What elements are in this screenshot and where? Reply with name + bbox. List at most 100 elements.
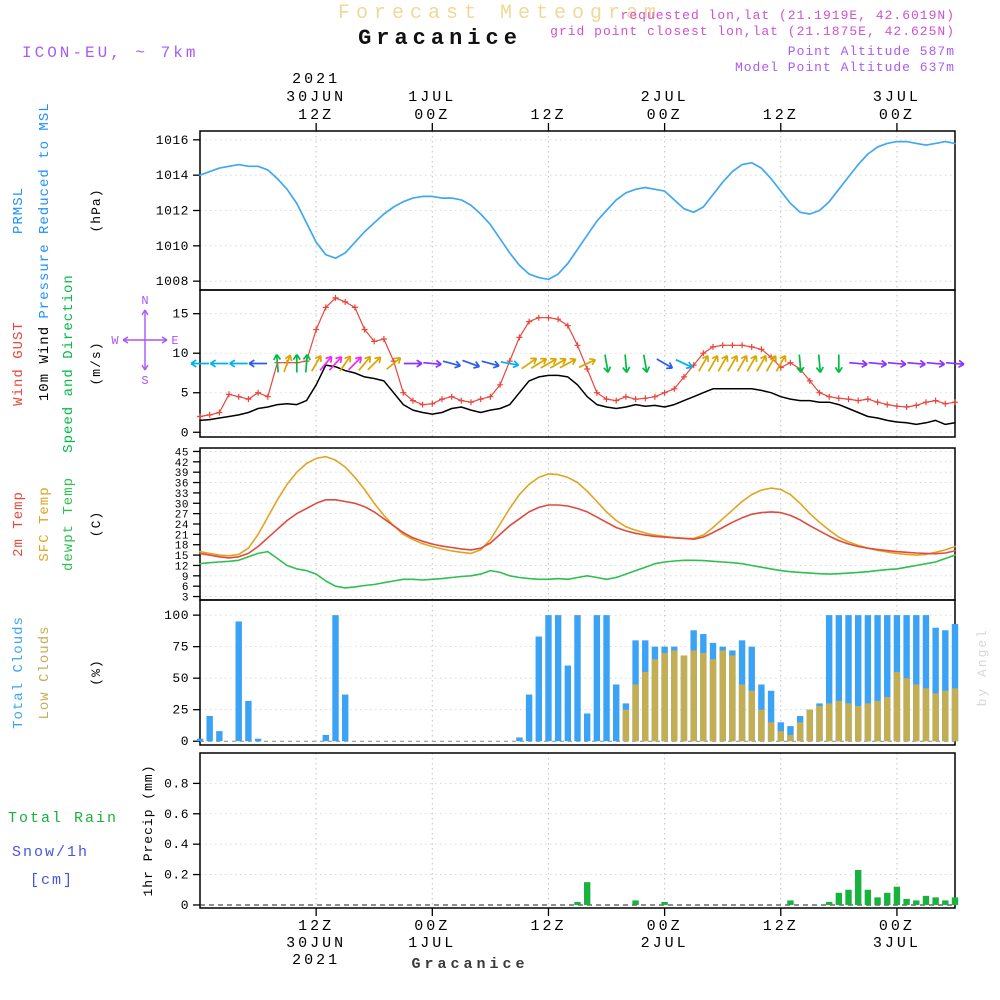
axis-label-wind-0: Wind GUST bbox=[11, 321, 27, 406]
total-clouds-bar bbox=[951, 623, 959, 742]
low-clouds-bar bbox=[729, 655, 736, 742]
total-clouds-bar bbox=[583, 713, 591, 742]
model-label: ICON-EU, ~ 7km bbox=[22, 44, 199, 62]
total-clouds-bar bbox=[196, 738, 204, 742]
axis-unit-precip: 1hr Precip (mm) bbox=[141, 764, 156, 896]
wind-arrow bbox=[603, 354, 612, 373]
wind-arrow bbox=[622, 354, 631, 373]
total-clouds-bar bbox=[216, 731, 223, 742]
y-tick-label: 0.4 bbox=[164, 837, 189, 852]
low-clouds-bar bbox=[816, 705, 823, 742]
rain-bar bbox=[932, 897, 939, 905]
axis-label-temp-1: SFC Temp bbox=[37, 486, 53, 561]
total-clouds-bar bbox=[613, 684, 620, 742]
wind-arrow bbox=[849, 359, 868, 368]
wind-10m-line bbox=[199, 364, 956, 426]
rain-bar bbox=[951, 897, 959, 905]
wind-arrow bbox=[358, 355, 372, 371]
total-clouds-bar bbox=[603, 615, 610, 742]
wind-arrow bbox=[717, 354, 729, 372]
total-clouds-bar bbox=[787, 726, 794, 742]
rain-bar bbox=[855, 870, 862, 905]
wind-arrow bbox=[675, 358, 693, 370]
y-tick-label: 1008 bbox=[156, 274, 189, 289]
low-clouds-bar bbox=[758, 709, 765, 742]
y-tick-label: 6 bbox=[182, 582, 189, 594]
wind-arrow bbox=[727, 354, 739, 372]
precip-left-label-1: Snow/1h bbox=[12, 844, 89, 861]
low-clouds-bar bbox=[903, 678, 910, 742]
wind-arrow bbox=[549, 357, 567, 369]
y-tick-label: 75 bbox=[172, 640, 189, 655]
panel-border bbox=[199, 752, 956, 909]
total-clouds-bar bbox=[322, 734, 330, 742]
wind-arrow bbox=[926, 359, 946, 368]
compass-e: E bbox=[171, 334, 178, 348]
x-tick-label-bottom: 12Z bbox=[763, 918, 799, 935]
x-tick-label-bottom: 00Z bbox=[879, 918, 915, 935]
axis-label-temp-0: 2m Temp bbox=[11, 491, 27, 557]
rain-bar bbox=[661, 901, 668, 905]
y-tick-label: 1016 bbox=[156, 133, 189, 148]
total-clouds-bar bbox=[864, 615, 872, 742]
rain-bar bbox=[787, 900, 794, 905]
compass-n: N bbox=[141, 294, 148, 308]
wind-arrow bbox=[887, 359, 907, 368]
wind-arrow bbox=[339, 355, 352, 372]
wind-arrow bbox=[736, 354, 748, 372]
wind-arrow bbox=[559, 357, 577, 369]
low-clouds-bar bbox=[777, 731, 784, 742]
low-clouds-bar bbox=[642, 671, 649, 742]
precip-left-label-2: [cm] bbox=[30, 872, 74, 889]
pressure-line bbox=[199, 140, 956, 281]
low-clouds-bar bbox=[835, 700, 843, 742]
low-clouds-bar bbox=[719, 650, 726, 742]
low-clouds-bar bbox=[690, 650, 697, 742]
wind-arrow bbox=[756, 354, 768, 372]
wind-arrow bbox=[272, 354, 282, 373]
requested-lonlat-label: requested lon,lat (21.1919E, 42.6019N) bbox=[620, 8, 955, 23]
rain-bar bbox=[922, 895, 930, 905]
panel-border bbox=[199, 289, 956, 438]
panel-clouds: 100 75 50 25 0 Total Clouds Low Clouds (%) bbox=[11, 599, 956, 749]
rain-bar bbox=[903, 898, 910, 905]
wind-arrow bbox=[765, 354, 777, 372]
y-tick-label: 0 bbox=[181, 898, 189, 913]
y-tick-label: 33 bbox=[175, 489, 189, 501]
low-clouds-bar bbox=[671, 650, 678, 742]
y-tick-label: 100 bbox=[164, 608, 189, 623]
point-altitude-label: Point Altitude 587m bbox=[787, 44, 955, 59]
low-clouds-bar bbox=[855, 705, 862, 742]
rain-bar bbox=[574, 901, 581, 905]
rain-bar bbox=[942, 900, 949, 905]
y-tick-label: 27 bbox=[175, 510, 189, 522]
x-date-label-top: 3JUL bbox=[873, 89, 921, 106]
axis-label-temp-2: dewpt Temp bbox=[61, 477, 77, 571]
y-tick-label: 10 bbox=[172, 346, 189, 361]
rain-bar bbox=[583, 882, 591, 905]
wind-arrow bbox=[641, 354, 651, 373]
total-clouds-bar bbox=[874, 615, 881, 742]
low-clouds-bar bbox=[932, 693, 939, 742]
panel-pressure: 1016 1014 1012 1010 1008 PRMSL Pressure Reduce… bbox=[11, 102, 956, 319]
x-tick-label-bottom: 00Z bbox=[647, 918, 683, 935]
compass-w: W bbox=[111, 334, 119, 348]
temp-2m-line bbox=[199, 498, 956, 559]
low-clouds-bar bbox=[893, 671, 901, 742]
low-clouds-bar bbox=[951, 688, 959, 742]
y-tick-label: 0.2 bbox=[164, 868, 189, 883]
y-tick-label: 18 bbox=[175, 541, 189, 553]
low-clouds-bar bbox=[796, 722, 804, 742]
total-clouds-bar bbox=[254, 738, 262, 742]
wind-arrow bbox=[656, 358, 674, 370]
axis-unit-pressure: (hPa) bbox=[89, 188, 104, 232]
axis-label-wind-1: 10m Wind bbox=[37, 326, 53, 401]
wind-arrow bbox=[190, 359, 209, 368]
sfc-temp-line bbox=[199, 455, 956, 557]
wind-arrow bbox=[500, 360, 520, 369]
wind-arrow bbox=[319, 355, 333, 371]
panel-border bbox=[199, 130, 956, 291]
low-clouds-bar bbox=[748, 690, 755, 742]
x-date-label-top: 1JUL bbox=[408, 89, 456, 106]
